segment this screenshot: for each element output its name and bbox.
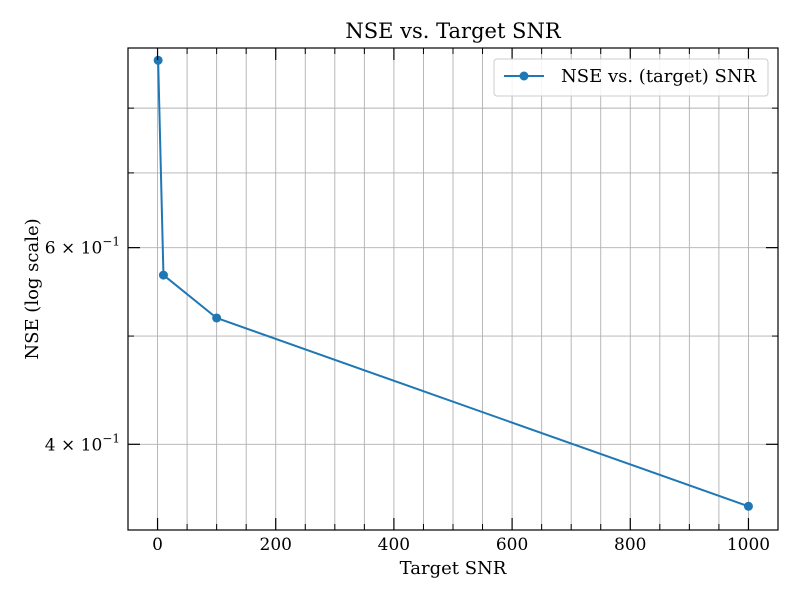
data-point [153,55,163,65]
chart-title: NSE vs. Target SNR [345,19,561,43]
y-tick-label: 4 × 10−1 [45,431,120,455]
y-tick-label: 6 × 10−1 [45,235,120,259]
x-tick-label: 600 [496,535,528,555]
plot-frame [127,47,779,531]
data-point [743,501,753,511]
series-line [157,60,749,508]
legend-swatch-marker [519,71,529,81]
x-tick-label: 400 [378,535,410,555]
x-tick-label: 0 [152,535,163,555]
data-point [158,270,168,280]
x-tick-label: 800 [614,535,646,555]
data-point [212,313,222,323]
series-layer [153,55,753,511]
legend: NSE vs. (target) SNR [493,58,769,97]
legend-box [493,58,769,97]
x-tick-label: 1000 [727,535,770,555]
legend-entry-label: NSE vs. (target) SNR [561,66,757,87]
tick-marks [128,48,778,530]
x-tick-label: 200 [260,535,292,555]
x-axis-label: Target SNR [400,558,507,579]
y-axis-label: NSE (log scale) [22,218,43,359]
grid-lines [128,48,778,530]
